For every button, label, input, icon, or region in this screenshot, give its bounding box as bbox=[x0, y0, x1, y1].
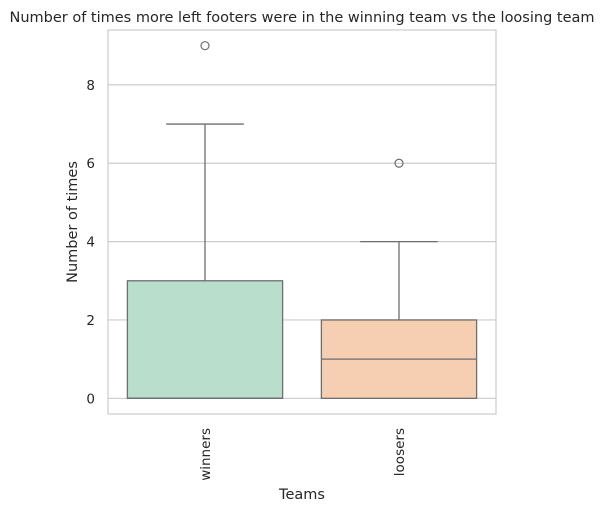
y-tick-label: 4 bbox=[86, 235, 95, 251]
chart-title: Number of times more left footers were i… bbox=[9, 10, 594, 26]
y-axis-label: Number of times bbox=[65, 161, 81, 283]
y-tick-label: 0 bbox=[86, 391, 95, 407]
box-group-loosers bbox=[320, 158, 478, 399]
tick-labels: 0 2 4 6 8 winners loosers bbox=[86, 78, 408, 481]
x-tick-label: loosers bbox=[392, 428, 408, 476]
boxes bbox=[126, 41, 478, 399]
box-iqr bbox=[126, 280, 284, 399]
outlier-point bbox=[200, 41, 210, 51]
outlier-point bbox=[394, 158, 404, 168]
x-tick-label: winners bbox=[198, 428, 214, 481]
box-group-winners bbox=[126, 41, 284, 399]
x-axis-label: Teams bbox=[278, 487, 325, 503]
y-tick-label: 2 bbox=[86, 313, 95, 329]
y-tick-label: 6 bbox=[86, 156, 95, 172]
plot-frame bbox=[107, 29, 497, 415]
y-tick-label: 8 bbox=[86, 78, 95, 94]
